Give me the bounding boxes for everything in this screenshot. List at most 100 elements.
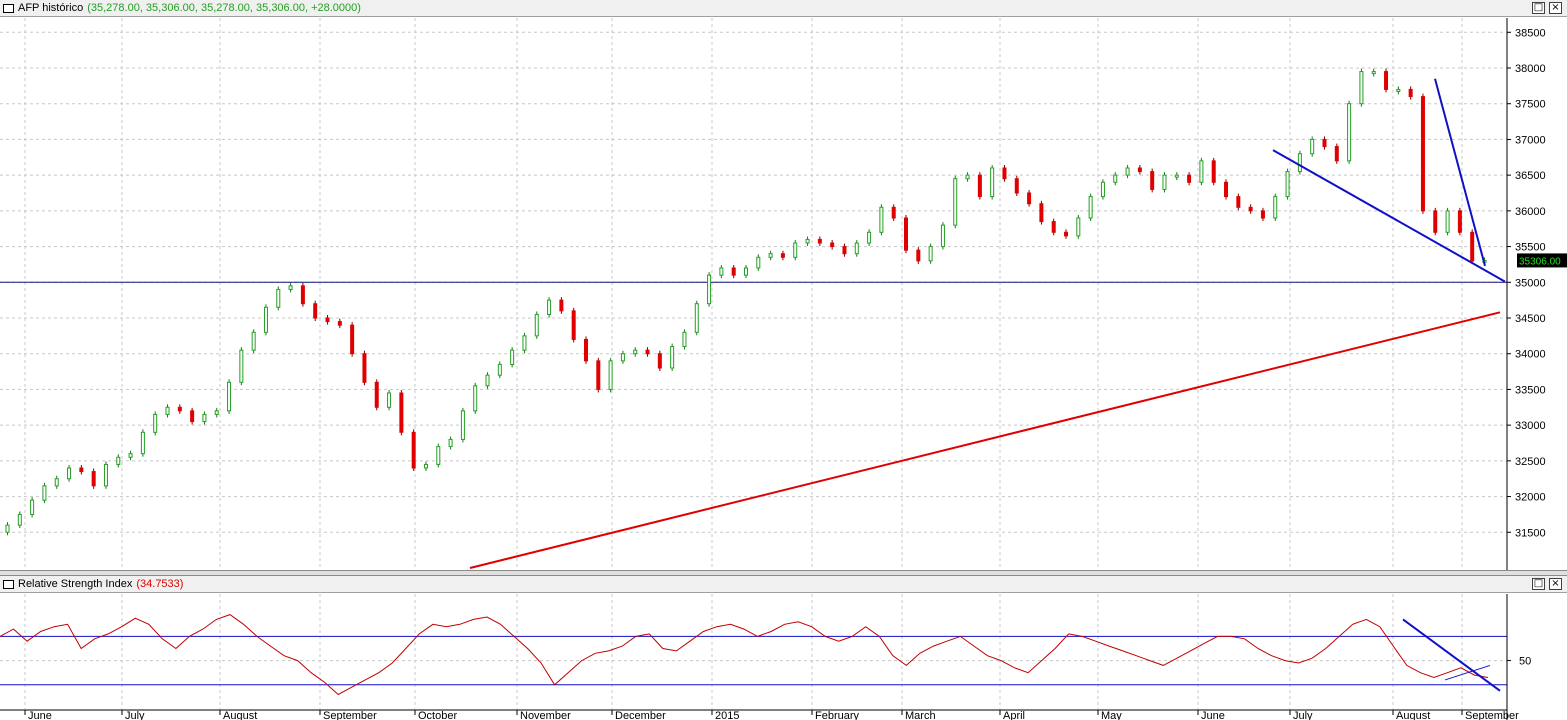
- candle: [1064, 231, 1069, 237]
- x-tick-label: October: [418, 710, 457, 720]
- x-tick-label: July: [1293, 710, 1313, 720]
- rsi-trendline: [1402, 618, 1501, 692]
- restore-icon[interactable]: □: [1532, 2, 1545, 14]
- candle: [288, 285, 293, 290]
- y-tick-label: 37500: [1515, 99, 1546, 111]
- candle: [1273, 196, 1278, 219]
- y-tick-label: 36000: [1515, 206, 1546, 218]
- candle: [1125, 167, 1130, 176]
- candle: [313, 303, 318, 319]
- candle: [411, 431, 416, 469]
- candle: [1039, 203, 1044, 223]
- candle: [1285, 171, 1290, 198]
- candle: [805, 238, 810, 244]
- rsi-panel-titlebar: Relative Strength Index (34.7533) □ ×: [0, 576, 1567, 593]
- candle: [91, 471, 96, 487]
- candle: [744, 267, 748, 276]
- x-tick-label: June: [1201, 710, 1225, 720]
- y-tick-label: 34500: [1515, 313, 1546, 325]
- candle: [1396, 88, 1401, 92]
- candle: [707, 274, 712, 305]
- candle: [325, 317, 330, 323]
- candle: [682, 331, 687, 348]
- x-tick-label: June: [28, 710, 52, 720]
- candle: [103, 463, 108, 487]
- candle: [842, 246, 847, 255]
- restore-icon[interactable]: □: [1532, 578, 1545, 590]
- y-tick-label: 31500: [1515, 527, 1546, 539]
- x-tick-label: August: [223, 710, 257, 720]
- rsi-line: [0, 614, 1489, 696]
- candle: [645, 349, 650, 355]
- candle: [153, 413, 158, 433]
- candle: [940, 224, 945, 248]
- candle: [633, 349, 638, 355]
- panel-divider[interactable]: [0, 570, 1567, 576]
- candle: [1408, 88, 1413, 98]
- x-tick-label: April: [1003, 710, 1025, 720]
- candle: [374, 381, 379, 408]
- candle: [1445, 210, 1450, 233]
- candle: [485, 374, 490, 387]
- candle: [17, 513, 22, 526]
- candle: [1088, 196, 1093, 219]
- candle: [300, 285, 305, 305]
- candle: [42, 485, 47, 501]
- candle: [190, 410, 195, 423]
- candle: [423, 463, 428, 469]
- candle: [251, 331, 256, 351]
- candle: [596, 360, 601, 390]
- panel-icon: [3, 579, 14, 589]
- candle: [1310, 138, 1315, 155]
- candle: [177, 406, 182, 412]
- candle: [830, 242, 835, 248]
- candle: [571, 310, 576, 340]
- close-icon[interactable]: ×: [1549, 2, 1562, 14]
- x-tick-label: November: [520, 710, 571, 720]
- candle: [1384, 71, 1389, 90]
- candle: [867, 231, 872, 244]
- candle: [1420, 96, 1425, 212]
- candle: [1248, 206, 1253, 212]
- wedge-lower-trendline: [1272, 149, 1506, 283]
- candle: [473, 385, 478, 412]
- price-chart[interactable]: 31500 32000 32500 33000 33500 34000 34500 35000…: [0, 18, 1567, 570]
- candle: [1002, 167, 1007, 180]
- y-tick-label: 50: [1519, 656, 1531, 668]
- candle: [5, 524, 10, 533]
- candle: [263, 306, 268, 333]
- last-price-label: 35306.00: [1519, 256, 1561, 267]
- candle: [670, 346, 675, 369]
- candle: [731, 267, 736, 276]
- y-tick-label: 34000: [1515, 349, 1546, 361]
- x-tick-label: September: [323, 710, 377, 720]
- y-tick-label: 37000: [1515, 134, 1546, 146]
- candle: [1211, 160, 1216, 183]
- candle: [608, 360, 613, 390]
- candle: [1359, 71, 1364, 105]
- candle: [522, 335, 527, 351]
- candle: [1076, 217, 1081, 237]
- rsi-panel-title: Relative Strength Index: [18, 578, 133, 590]
- candle: [793, 242, 798, 258]
- y-tick-label: 38000: [1515, 63, 1546, 75]
- y-tick-label: 32000: [1515, 492, 1546, 504]
- candle: [387, 392, 392, 408]
- candle: [1322, 138, 1327, 148]
- panel-icon: [3, 3, 14, 13]
- candle: [916, 249, 921, 262]
- candle: [497, 363, 502, 376]
- candle: [953, 178, 958, 226]
- candle: [1433, 210, 1438, 233]
- rsi-chart[interactable]: 50 June July August September October Novembe…: [0, 594, 1567, 720]
- candle: [1113, 174, 1118, 183]
- candle: [1187, 174, 1192, 183]
- close-icon[interactable]: ×: [1549, 578, 1562, 590]
- candle: [128, 453, 133, 458]
- candle: [1224, 181, 1229, 198]
- candle: [904, 217, 909, 251]
- candle: [534, 313, 539, 337]
- candle: [399, 392, 404, 433]
- candle: [768, 253, 773, 258]
- candle: [202, 413, 207, 423]
